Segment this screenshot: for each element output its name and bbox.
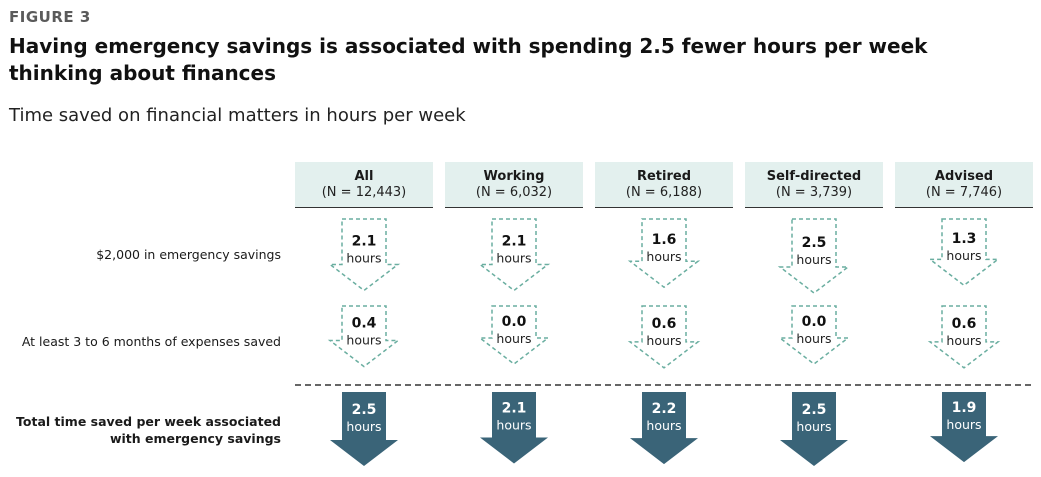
data-label-unit: hours <box>496 331 531 346</box>
column-header-retired: Retired (N = 6,188) <box>595 162 733 208</box>
column-header-working: Working (N = 6,032) <box>445 162 583 208</box>
data-label-unit: hours <box>346 419 381 434</box>
column-sample-size: (N = 3,739) <box>775 185 853 200</box>
arrow-total-retired <box>630 392 698 465</box>
column-name: Retired <box>636 169 692 184</box>
data-label-value: 2.5 <box>802 402 827 418</box>
data-label-value: 1.6 <box>652 232 677 248</box>
data-label-unit: hours <box>946 333 981 348</box>
column-sample-size: (N = 12,443) <box>321 185 407 200</box>
column-header-all: All (N = 12,443) <box>295 162 433 208</box>
arrow-3-6-months-self-directed <box>777 305 851 365</box>
arrow-3-6-months-all <box>327 305 401 368</box>
data-label-unit: hours <box>496 418 531 433</box>
row-label-total: Total time saved per week associated wit… <box>16 413 281 447</box>
figure-label: FIGURE 3 <box>9 8 91 26</box>
chart-title: Having emergency savings is associated w… <box>9 34 928 85</box>
column-name: Working <box>483 169 545 184</box>
data-label-unit: hours <box>946 248 981 263</box>
arrow-total-working <box>480 392 548 464</box>
column-header-self-directed: Self-directed (N = 3,739) <box>745 162 883 208</box>
data-label-value: 1.3 <box>952 231 977 247</box>
data-label-unit: hours <box>946 417 981 432</box>
column-name: All <box>354 169 374 184</box>
data-label-unit: hours <box>796 331 831 346</box>
row-label-2000-savings: $2,000 in emergency savings <box>96 247 281 262</box>
data-label-value: 2.1 <box>352 234 377 250</box>
row-label-total-line-1: Total time saved per week associated <box>16 414 281 429</box>
data-label-unit: hours <box>646 333 681 348</box>
data-label-value: 0.6 <box>652 316 677 332</box>
data-label-value: 0.0 <box>502 314 527 330</box>
column-name: Self-directed <box>766 169 862 184</box>
data-label-unit: hours <box>796 419 831 434</box>
arrow-2000-savings-retired <box>627 218 701 289</box>
data-label-unit: hours <box>646 418 681 433</box>
data-label-unit: hours <box>646 249 681 264</box>
data-label-unit: hours <box>496 251 531 266</box>
arrow-2000-savings-working <box>477 218 551 292</box>
arrow-2000-savings-self-directed <box>777 218 851 294</box>
data-label-value: 2.2 <box>652 401 677 417</box>
data-label-value: 2.5 <box>802 235 827 251</box>
column-sample-size: (N = 6,032) <box>475 185 553 200</box>
column-name: Advised <box>934 169 994 184</box>
data-label-value: 0.0 <box>802 314 827 330</box>
arrow-3-6-months-working <box>477 305 551 365</box>
arrow-total-all <box>330 392 398 466</box>
data-label-value: 0.4 <box>352 315 377 331</box>
row-label-3-6-months: At least 3 to 6 months of expenses saved <box>21 334 281 349</box>
arrow-total-self-directed <box>780 392 848 466</box>
column-header-advised: Advised (N = 7,746) <box>895 162 1033 208</box>
arrow-2000-savings-advised <box>927 218 1001 287</box>
data-label-value: 0.6 <box>952 316 977 332</box>
arrow-3-6-months-advised <box>927 305 1001 369</box>
arrow-2000-savings-all <box>327 218 401 292</box>
data-label-unit: hours <box>346 332 381 347</box>
data-label-unit: hours <box>796 252 831 267</box>
data-label-value: 2.5 <box>352 402 377 418</box>
arrow-total-advised <box>930 392 998 463</box>
arrow-marks: 2.1hours2.1hours1.6hours2.5hours1.3hours… <box>327 218 1001 466</box>
data-label-value: 1.9 <box>952 400 977 416</box>
column-sample-size: (N = 7,746) <box>925 185 1003 200</box>
column-sample-size: (N = 6,188) <box>625 185 703 200</box>
arrow-3-6-months-retired <box>627 305 701 369</box>
chart-subtitle: Time saved on financial matters in hours… <box>9 105 466 126</box>
row-label-total-line-2: with emergency savings <box>109 431 281 446</box>
data-label-value: 2.1 <box>502 234 527 250</box>
data-label-unit: hours <box>346 251 381 266</box>
data-label-value: 2.1 <box>502 401 527 417</box>
